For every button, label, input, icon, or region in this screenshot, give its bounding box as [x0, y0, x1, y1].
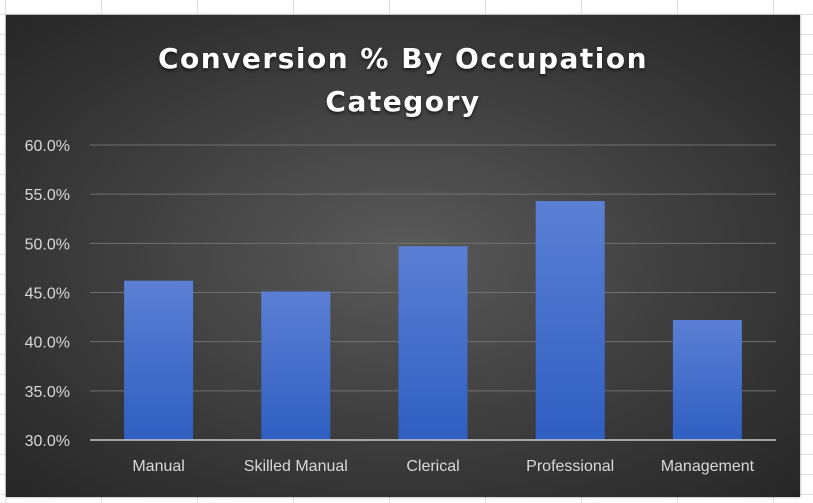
- bar-clerical[interactable]: [398, 246, 468, 440]
- axes: 30.0% 35.0% 40.0% 45.0% 50.0% 55.0% 60.0% Manua…: [25, 138, 776, 475]
- y-tick-label: 50.0%: [25, 236, 70, 253]
- x-category-label: Clerical: [406, 458, 459, 475]
- bar-manual[interactable]: [124, 280, 194, 440]
- bar-skilled-manual[interactable]: [261, 291, 331, 440]
- x-category-label: Management: [661, 458, 755, 475]
- chart-title-line-2: Category: [325, 85, 481, 118]
- x-category-label: Professional: [526, 458, 614, 475]
- plot-area: 30.0% 35.0% 40.0% 45.0% 50.0% 55.0% 60.0% Manua…: [25, 138, 776, 475]
- chart-title: Conversion % By Occupation Category: [6, 37, 800, 123]
- x-category-label: Skilled Manual: [244, 458, 348, 475]
- y-tick-label: 45.0%: [25, 286, 70, 303]
- bar-management[interactable]: [672, 320, 742, 440]
- x-category-label: Manual: [132, 458, 184, 475]
- bars: [124, 201, 742, 440]
- y-tick-label: 35.0%: [25, 384, 70, 401]
- y-tick-label: 55.0%: [25, 187, 70, 204]
- y-tick-label: 60.0%: [25, 138, 70, 155]
- chart-area[interactable]: Conversion % By Occupation Category 30.0…: [6, 15, 800, 497]
- chart-title-line-1: Conversion % By Occupation: [157, 42, 649, 75]
- y-tick-label: 40.0%: [25, 335, 70, 352]
- bar-professional[interactable]: [535, 201, 605, 440]
- y-tick-label: 30.0%: [25, 433, 70, 450]
